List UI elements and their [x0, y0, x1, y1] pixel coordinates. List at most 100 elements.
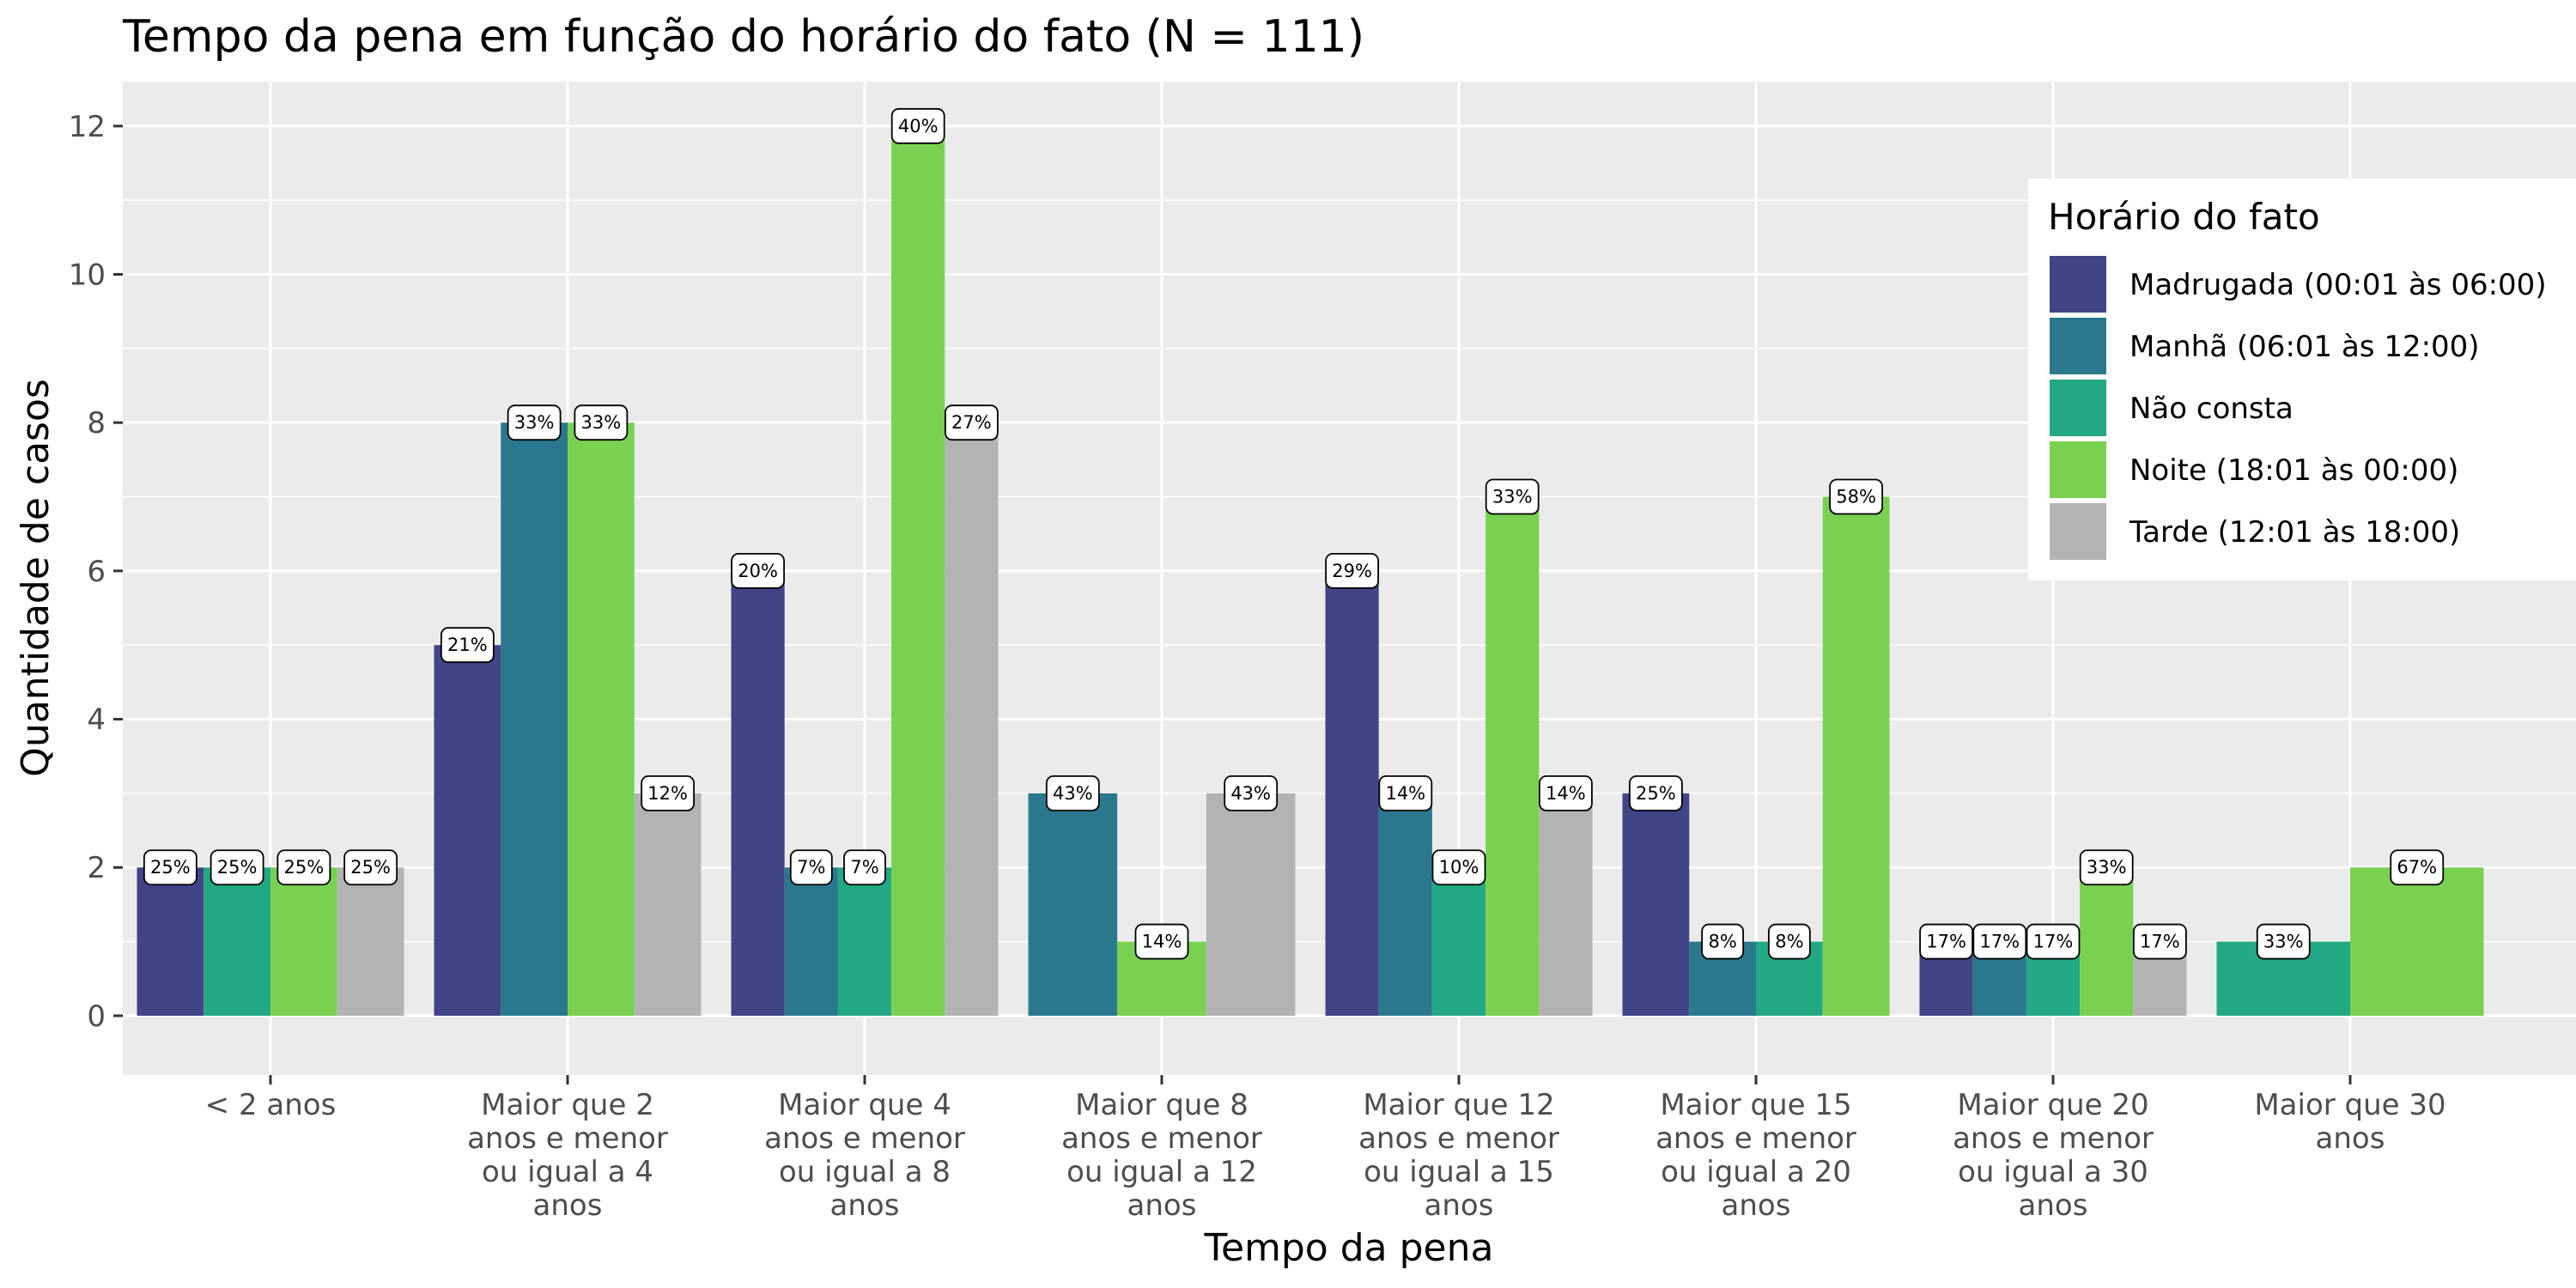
data-label-box: [1045, 775, 1100, 811]
y-tick-label: 8: [87, 406, 106, 440]
legend-key: [2050, 256, 2106, 313]
x-tick-label: Maior que 12 anos e menor ou igual a 15 ano…: [1358, 1088, 1559, 1223]
data-label: 25%: [1628, 775, 1683, 811]
data-label-box: [2256, 923, 2311, 960]
y-tick-label: 12: [69, 110, 106, 144]
data-label-text: 27%: [951, 412, 992, 433]
x-tick-label: Maior que 30 anos: [2254, 1088, 2445, 1156]
bar: [1378, 793, 1432, 1016]
data-label-text: 43%: [1053, 783, 1093, 804]
bars: [137, 125, 2484, 1016]
data-label: 17%: [1972, 923, 2027, 960]
data-label-text: 12%: [647, 783, 688, 804]
data-label: 33%: [1485, 478, 1540, 515]
data-label: 25%: [143, 849, 197, 886]
data-label-box: [2026, 923, 2081, 960]
data-label-text: 43%: [1230, 783, 1271, 804]
data-label-text: 7%: [797, 857, 825, 878]
y-tick-label: 2: [87, 851, 106, 885]
data-label-text: 25%: [150, 857, 191, 878]
data-label-text: 8%: [1775, 932, 1803, 952]
data-label: 14%: [1378, 775, 1433, 811]
data-label: 25%: [343, 849, 398, 886]
y-axis: 0 2 4 6 8 10 12: [69, 110, 123, 1034]
legend-background: [2028, 179, 2576, 580]
bar: [784, 867, 838, 1016]
bar: [945, 422, 999, 1016]
data-label: 7%: [789, 849, 833, 886]
data-label: 20%: [731, 552, 785, 589]
data-label-box: [1378, 775, 1433, 811]
data-label-box: [574, 404, 629, 441]
bar: [1206, 793, 1296, 1016]
data-label-box: [945, 404, 999, 441]
data-label-text: 10%: [1439, 857, 1479, 878]
data-label-box: [1431, 849, 1486, 886]
data-label-box: [890, 107, 945, 144]
data-label: 7%: [843, 849, 886, 886]
data-label-text: 14%: [1546, 783, 1586, 804]
data-label: 43%: [1045, 775, 1100, 811]
data-label-text: 25%: [1636, 783, 1676, 804]
data-label-text: 25%: [284, 857, 325, 878]
bar: [1539, 793, 1593, 1016]
data-label: 27%: [945, 404, 999, 441]
x-tick-label: Maior que 8 anos e menor ou igual a 12 anos: [1061, 1088, 1262, 1223]
data-label: 14%: [1539, 775, 1593, 811]
bar: [1431, 867, 1486, 1016]
data-label-text: 58%: [1836, 487, 1876, 507]
data-label: 33%: [2079, 849, 2134, 886]
bar: [1622, 793, 1690, 1016]
x-tick-label: Maior que 4 anos e menor ou igual a 8 anos: [764, 1088, 965, 1223]
data-label-text: 14%: [1385, 783, 1425, 804]
data-label-box: [1325, 552, 1379, 589]
data-label-box: [1701, 923, 1745, 960]
bar: [270, 867, 337, 1016]
data-label-box: [1485, 478, 1540, 515]
bar: [337, 867, 404, 1016]
legend-label: Noite (18:01 às 00:00): [2129, 453, 2458, 488]
x-tick-label: Maior que 20 anos e menor ou igual a 30 ano…: [1953, 1088, 2154, 1223]
data-label: 33%: [2256, 923, 2311, 960]
data-label: 25%: [210, 849, 264, 886]
data-label-box: [143, 849, 197, 886]
chart-title: Tempo da pena em função do horário do fa…: [122, 11, 1364, 63]
legend-label: Madrugada (00:01 às 06:00): [2129, 268, 2547, 302]
data-label-text: 17%: [1926, 932, 1966, 952]
bar: [1028, 793, 1118, 1016]
data-label: 8%: [1701, 923, 1745, 960]
bar: [137, 867, 204, 1016]
data-label-box: [343, 849, 398, 886]
data-label-text: 33%: [2263, 932, 2304, 952]
data-label-box: [210, 849, 264, 886]
data-label-box: [276, 849, 331, 886]
bar: [1822, 496, 1890, 1016]
legend-label: Não consta: [2129, 392, 2293, 426]
data-label-box: [507, 404, 562, 441]
data-label-text: 33%: [1492, 487, 1533, 507]
data-label-text: 33%: [2087, 857, 2127, 878]
data-label-text: 33%: [581, 412, 622, 433]
data-label: 33%: [507, 404, 562, 441]
data-label-text: 17%: [2033, 932, 2074, 952]
legend-label: Tarde (12:01 às 18:00): [2129, 515, 2460, 550]
data-label-box: [789, 849, 833, 886]
x-tick-label: Maior que 2 anos e menor ou igual a 4 anos: [467, 1088, 668, 1223]
legend-label: Manhã (06:01 às 12:00): [2129, 330, 2480, 364]
x-axis-title: Tempo da pena: [1204, 1226, 1494, 1270]
data-label-box: [1628, 775, 1683, 811]
y-tick-label: 6: [87, 555, 106, 589]
data-label: 21%: [440, 627, 495, 664]
data-label: 67%: [2390, 849, 2445, 886]
data-label-box: [1972, 923, 2027, 960]
data-label-text: 29%: [1332, 561, 1372, 581]
data-label-text: 25%: [350, 857, 391, 878]
data-labels: 25% 25% 25% 25% 21% 33% 33% 12% 20% 7% 7% 40% 27% 43%…: [143, 107, 2445, 960]
legend-key: [2050, 380, 2106, 436]
data-label-box: [1134, 923, 1189, 960]
data-label-text: 7%: [850, 857, 878, 878]
data-label: 43%: [1224, 775, 1279, 811]
data-label: 17%: [1919, 923, 1974, 960]
bar: [501, 422, 568, 1016]
legend-key: [2050, 503, 2106, 560]
